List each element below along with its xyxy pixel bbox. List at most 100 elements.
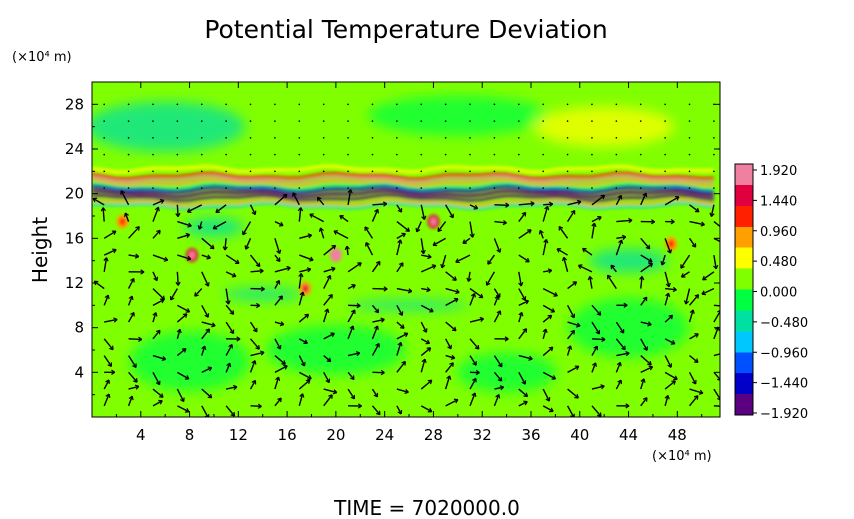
- wind-vector: [371, 153, 374, 156]
- wind-vector-head: [105, 379, 110, 384]
- wind-vector: [664, 103, 666, 106]
- wind-vector-head: [561, 256, 568, 262]
- wind-vector-head: [120, 190, 125, 195]
- wind-vector: [615, 137, 618, 139]
- wind-vector: [365, 242, 374, 256]
- wind-vector-head: [606, 274, 612, 280]
- wind-vector: [518, 202, 535, 206]
- wind-vector-head: [642, 192, 648, 198]
- wind-vector: [245, 238, 252, 250]
- wind-vector: [713, 405, 720, 407]
- wind-vector-head: [201, 345, 207, 351]
- wind-vector: [371, 187, 374, 189]
- field-band: [92, 178, 714, 187]
- wind-vector-head: [701, 290, 707, 296]
- wind-vector: [420, 379, 433, 390]
- wind-vector: [713, 254, 717, 269]
- wind-vector: [250, 405, 262, 408]
- wind-vector-head: [123, 212, 129, 218]
- wind-vector-head: [175, 281, 181, 286]
- wind-vector: [371, 388, 379, 398]
- wind-vector: [371, 343, 380, 356]
- wind-vector: [93, 280, 105, 290]
- colorbar-label: 0.480: [760, 255, 797, 270]
- wind-vector: [420, 321, 428, 333]
- wind-vector: [640, 262, 653, 273]
- warm-patch-core: [302, 284, 309, 293]
- wind-vector-head: [407, 288, 413, 294]
- field-band: [92, 198, 715, 207]
- wind-vector-head: [672, 286, 677, 293]
- wind-vector-head: [447, 344, 452, 350]
- wind-vector: [437, 221, 447, 232]
- wind-vector: [176, 170, 179, 173]
- wind-vector: [152, 254, 168, 261]
- wind-vector: [640, 237, 651, 250]
- wind-vector-head: [574, 393, 579, 399]
- wind-vector-head: [134, 253, 140, 259]
- wind-vector-head: [209, 244, 215, 250]
- wind-vector: [713, 304, 720, 307]
- wind-vector: [702, 271, 715, 281]
- wind-vector: [198, 221, 203, 230]
- warm-patch-core: [332, 251, 339, 260]
- wind-vector: [274, 355, 286, 365]
- wind-vector: [688, 103, 691, 106]
- wind-vector: [274, 220, 284, 227]
- wind-vector: [323, 275, 332, 289]
- x-tick-label: 16: [278, 426, 297, 444]
- wind-vector-head: [104, 294, 110, 300]
- x-unit-label: (×10⁴ m): [652, 449, 712, 464]
- wind-vector-head: [186, 208, 192, 213]
- wind-vector: [200, 187, 203, 189]
- wind-vector: [176, 329, 181, 340]
- wind-vector: [582, 247, 593, 256]
- wind-vector: [420, 153, 423, 156]
- wind-vector-head: [279, 321, 285, 327]
- wind-vector-head: [415, 227, 421, 233]
- wind-vector: [701, 287, 715, 295]
- wind-vector: [274, 397, 282, 407]
- wind-vector: [420, 338, 430, 345]
- wind-vector: [469, 103, 471, 106]
- wind-vector-head: [437, 227, 443, 232]
- wind-vector-head: [181, 348, 187, 353]
- wind-vector: [323, 388, 337, 394]
- wind-vector-head: [373, 392, 379, 398]
- wind-vector-head: [668, 314, 674, 320]
- wind-vector: [445, 287, 460, 294]
- wind-vector: [543, 269, 552, 273]
- wind-vector: [396, 342, 402, 356]
- wind-vector-head: [357, 403, 362, 409]
- wind-vector-head: [185, 308, 191, 313]
- wind-vector-head: [570, 313, 576, 319]
- wind-vector: [688, 170, 691, 173]
- wind-vector-head: [582, 247, 587, 253]
- wind-vector: [396, 221, 410, 232]
- wind-vector-head: [299, 393, 305, 398]
- wind-vector: [225, 344, 233, 356]
- wind-vector: [420, 405, 433, 413]
- wind-vector: [469, 137, 471, 139]
- wind-vector: [128, 385, 140, 390]
- wind-vector-head: [724, 304, 728, 308]
- wind-vector-head: [667, 249, 672, 254]
- wind-vector-head: [318, 227, 324, 232]
- wind-vector-head: [700, 221, 705, 227]
- wind-vector: [371, 103, 374, 106]
- wind-vector: [299, 268, 311, 273]
- wind-vector-head: [206, 254, 211, 260]
- wind-vector-head: [499, 385, 505, 391]
- wind-vector-head: [205, 328, 211, 333]
- wind-vector: [128, 371, 138, 383]
- wind-vector: [640, 378, 645, 390]
- wind-vector: [616, 352, 630, 357]
- wind-vector-head: [103, 257, 109, 262]
- wind-vector: [396, 153, 398, 156]
- wind-vector: [664, 355, 672, 368]
- wind-vector: [371, 304, 380, 314]
- wind-vector: [493, 187, 496, 189]
- wind-vector: [455, 254, 471, 263]
- wind-vector: [542, 120, 544, 122]
- wind-vector: [104, 318, 118, 323]
